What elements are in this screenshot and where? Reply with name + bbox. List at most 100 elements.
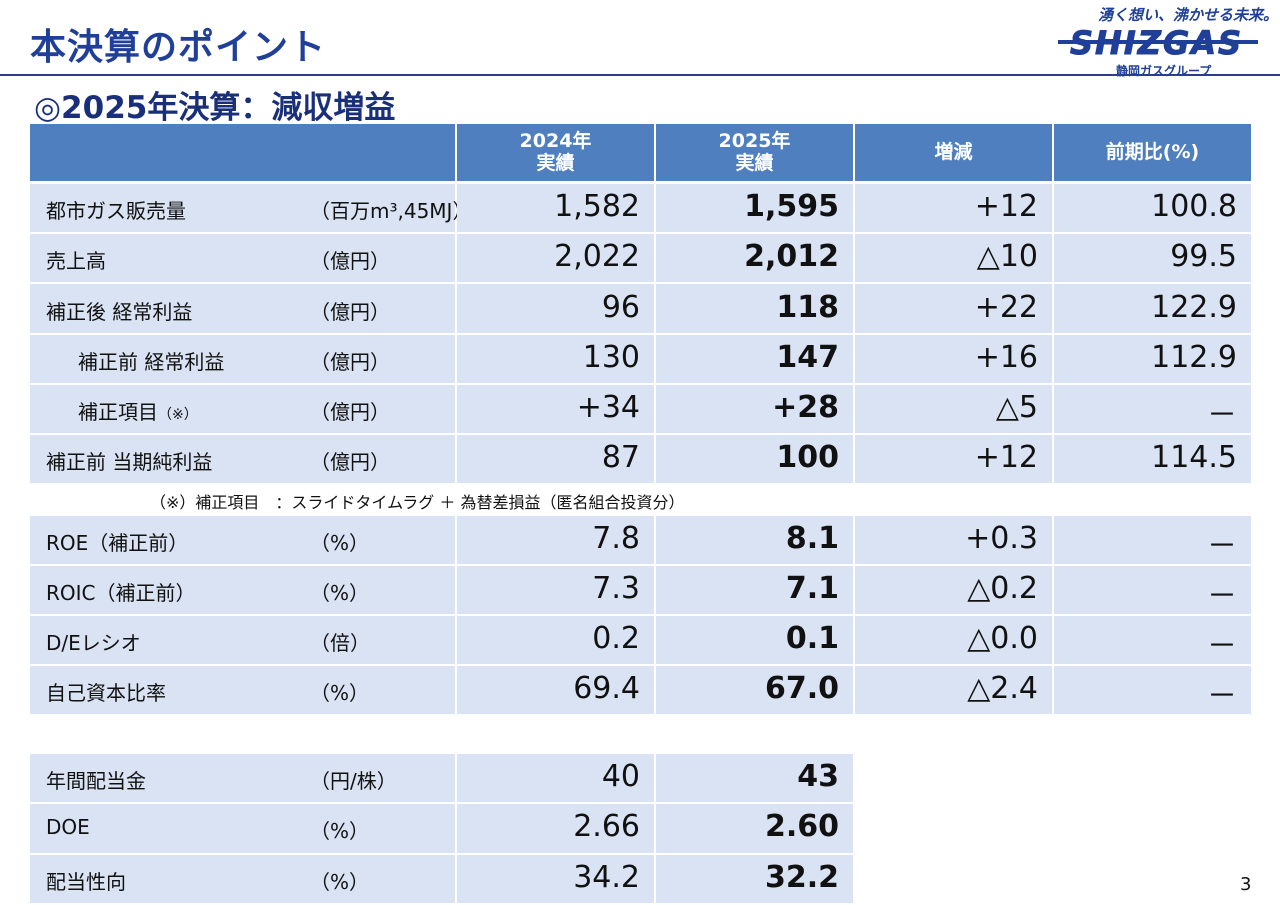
- label-cell: [30, 754, 455, 803]
- row-label: 都市ガス販売量: [46, 195, 186, 224]
- value-text: －: [1207, 579, 1237, 614]
- value-text: 34.2: [573, 859, 640, 895]
- value-text: 2,022: [554, 239, 640, 275]
- value-cell: [855, 234, 1052, 283]
- row-label-text: ROIC（補正前）: [46, 581, 196, 605]
- label-cell: [30, 616, 455, 664]
- logo-tagline: 湧く想い、沸かせる未来。: [1098, 6, 1279, 24]
- value-text: 7.3: [592, 571, 640, 606]
- row-label: 配当性向: [46, 866, 126, 895]
- label-cell: [30, 516, 455, 564]
- value-cell: [855, 516, 1052, 564]
- value-text: △5: [995, 389, 1038, 425]
- value-cell: [656, 516, 853, 564]
- value-cell: [855, 666, 1052, 714]
- value-text: －: [1207, 629, 1237, 664]
- value-text: －: [1207, 397, 1237, 433]
- row-unit: （%）: [310, 819, 370, 844]
- row-label-text: 補正後 経常利益: [46, 299, 193, 324]
- row-label-text: 配当性向: [46, 869, 126, 894]
- value-cell: [656, 435, 853, 484]
- row-label: 年間配当金: [46, 765, 146, 794]
- row-label-text: DOE: [46, 815, 90, 840]
- value-text: △2.4: [967, 671, 1038, 706]
- row-label: ROIC（補正前）: [46, 577, 196, 606]
- logo-bar: [1058, 40, 1258, 44]
- label-cell: [30, 435, 455, 484]
- label-cell: [30, 184, 455, 233]
- row-label-text: 補正項目: [78, 399, 158, 424]
- row-unit: （%）: [310, 581, 370, 605]
- value-text: －: [1207, 529, 1237, 564]
- value-text: 122.9: [1151, 289, 1237, 325]
- row-label-text: 売上高: [46, 249, 106, 274]
- row-label: 補正前 経常利益: [78, 346, 224, 375]
- value-cell: [855, 566, 1052, 614]
- value-text: △10: [976, 239, 1038, 275]
- footnote: （※）補正項目 ：スライドタイムラグ ＋ 為替差損益（匿名組合投資分）: [150, 493, 685, 512]
- value-text: 43: [797, 759, 839, 795]
- value-text: 69.4: [573, 671, 640, 706]
- value-text: +16: [974, 339, 1038, 375]
- value-cell: [656, 616, 853, 664]
- header-text: 2025年: [718, 129, 791, 152]
- value-text: 114.5: [1151, 440, 1237, 476]
- value-text: 87: [601, 440, 640, 476]
- row-unit: （億円）: [310, 349, 390, 374]
- header-cell: 2024年 実績: [457, 124, 654, 181]
- header-text: 2024年: [519, 129, 592, 152]
- page-number: 3: [1240, 874, 1252, 895]
- value-text: 147: [776, 339, 839, 375]
- value-cell: [855, 384, 1052, 433]
- value-text: +22: [974, 289, 1038, 325]
- value-cell: [1054, 234, 1251, 283]
- value-text: 99.5: [1170, 239, 1237, 275]
- value-text: 100.8: [1151, 189, 1237, 225]
- logo-group: 静岡ガスグループ: [1116, 64, 1212, 78]
- row-label-text: 補正前 当期純利益: [46, 450, 213, 475]
- value-cell: [457, 754, 654, 803]
- row-unit: （億円）: [310, 249, 390, 274]
- value-text: △0.0: [967, 621, 1038, 656]
- header-text: 増減: [934, 140, 973, 163]
- header-text: 前期比(%): [1105, 140, 1200, 163]
- header-text: 実績: [536, 151, 575, 174]
- value-cell: [1054, 516, 1251, 564]
- value-cell: [1054, 334, 1251, 383]
- row-unit: （億円）: [310, 450, 390, 475]
- value-cell: [1054, 184, 1251, 233]
- value-cell: [1054, 284, 1251, 333]
- value-text: 7.1: [785, 571, 839, 606]
- value-cell: [855, 435, 1052, 484]
- value-cell: [1054, 616, 1251, 664]
- value-text: 7.8: [592, 521, 640, 556]
- value-cell: [656, 184, 853, 233]
- row-unit: （億円）: [310, 299, 390, 324]
- row-label: 自己資本比率: [46, 677, 166, 706]
- row-label: 補正項目（※）: [78, 396, 198, 425]
- value-cell: [457, 616, 654, 664]
- label-cell: [30, 284, 455, 333]
- header-text: 実績: [735, 151, 774, 174]
- value-text: 8.1: [785, 521, 839, 556]
- header-cell: 2025年 実績: [656, 124, 853, 181]
- value-text: 2.60: [764, 809, 839, 845]
- label-cell: [30, 334, 455, 383]
- value-text: 2.66: [573, 809, 640, 845]
- value-cell: [457, 804, 654, 853]
- value-text: 0.1: [785, 621, 839, 656]
- value-text: +34: [576, 389, 640, 425]
- value-cell: [855, 616, 1052, 664]
- value-cell: [457, 334, 654, 383]
- value-text: 40: [601, 759, 640, 795]
- value-text: 118: [776, 289, 839, 325]
- value-text: 1,582: [554, 189, 640, 225]
- value-cell: [656, 384, 853, 433]
- row-unit: （百万m³,45MJ）: [310, 199, 473, 224]
- row-label-text: D/Eレシオ: [46, 631, 141, 655]
- value-cell: [457, 234, 654, 283]
- row-label-text: 都市ガス販売量: [46, 199, 186, 224]
- value-cell: [1054, 666, 1251, 714]
- value-cell: [457, 384, 654, 433]
